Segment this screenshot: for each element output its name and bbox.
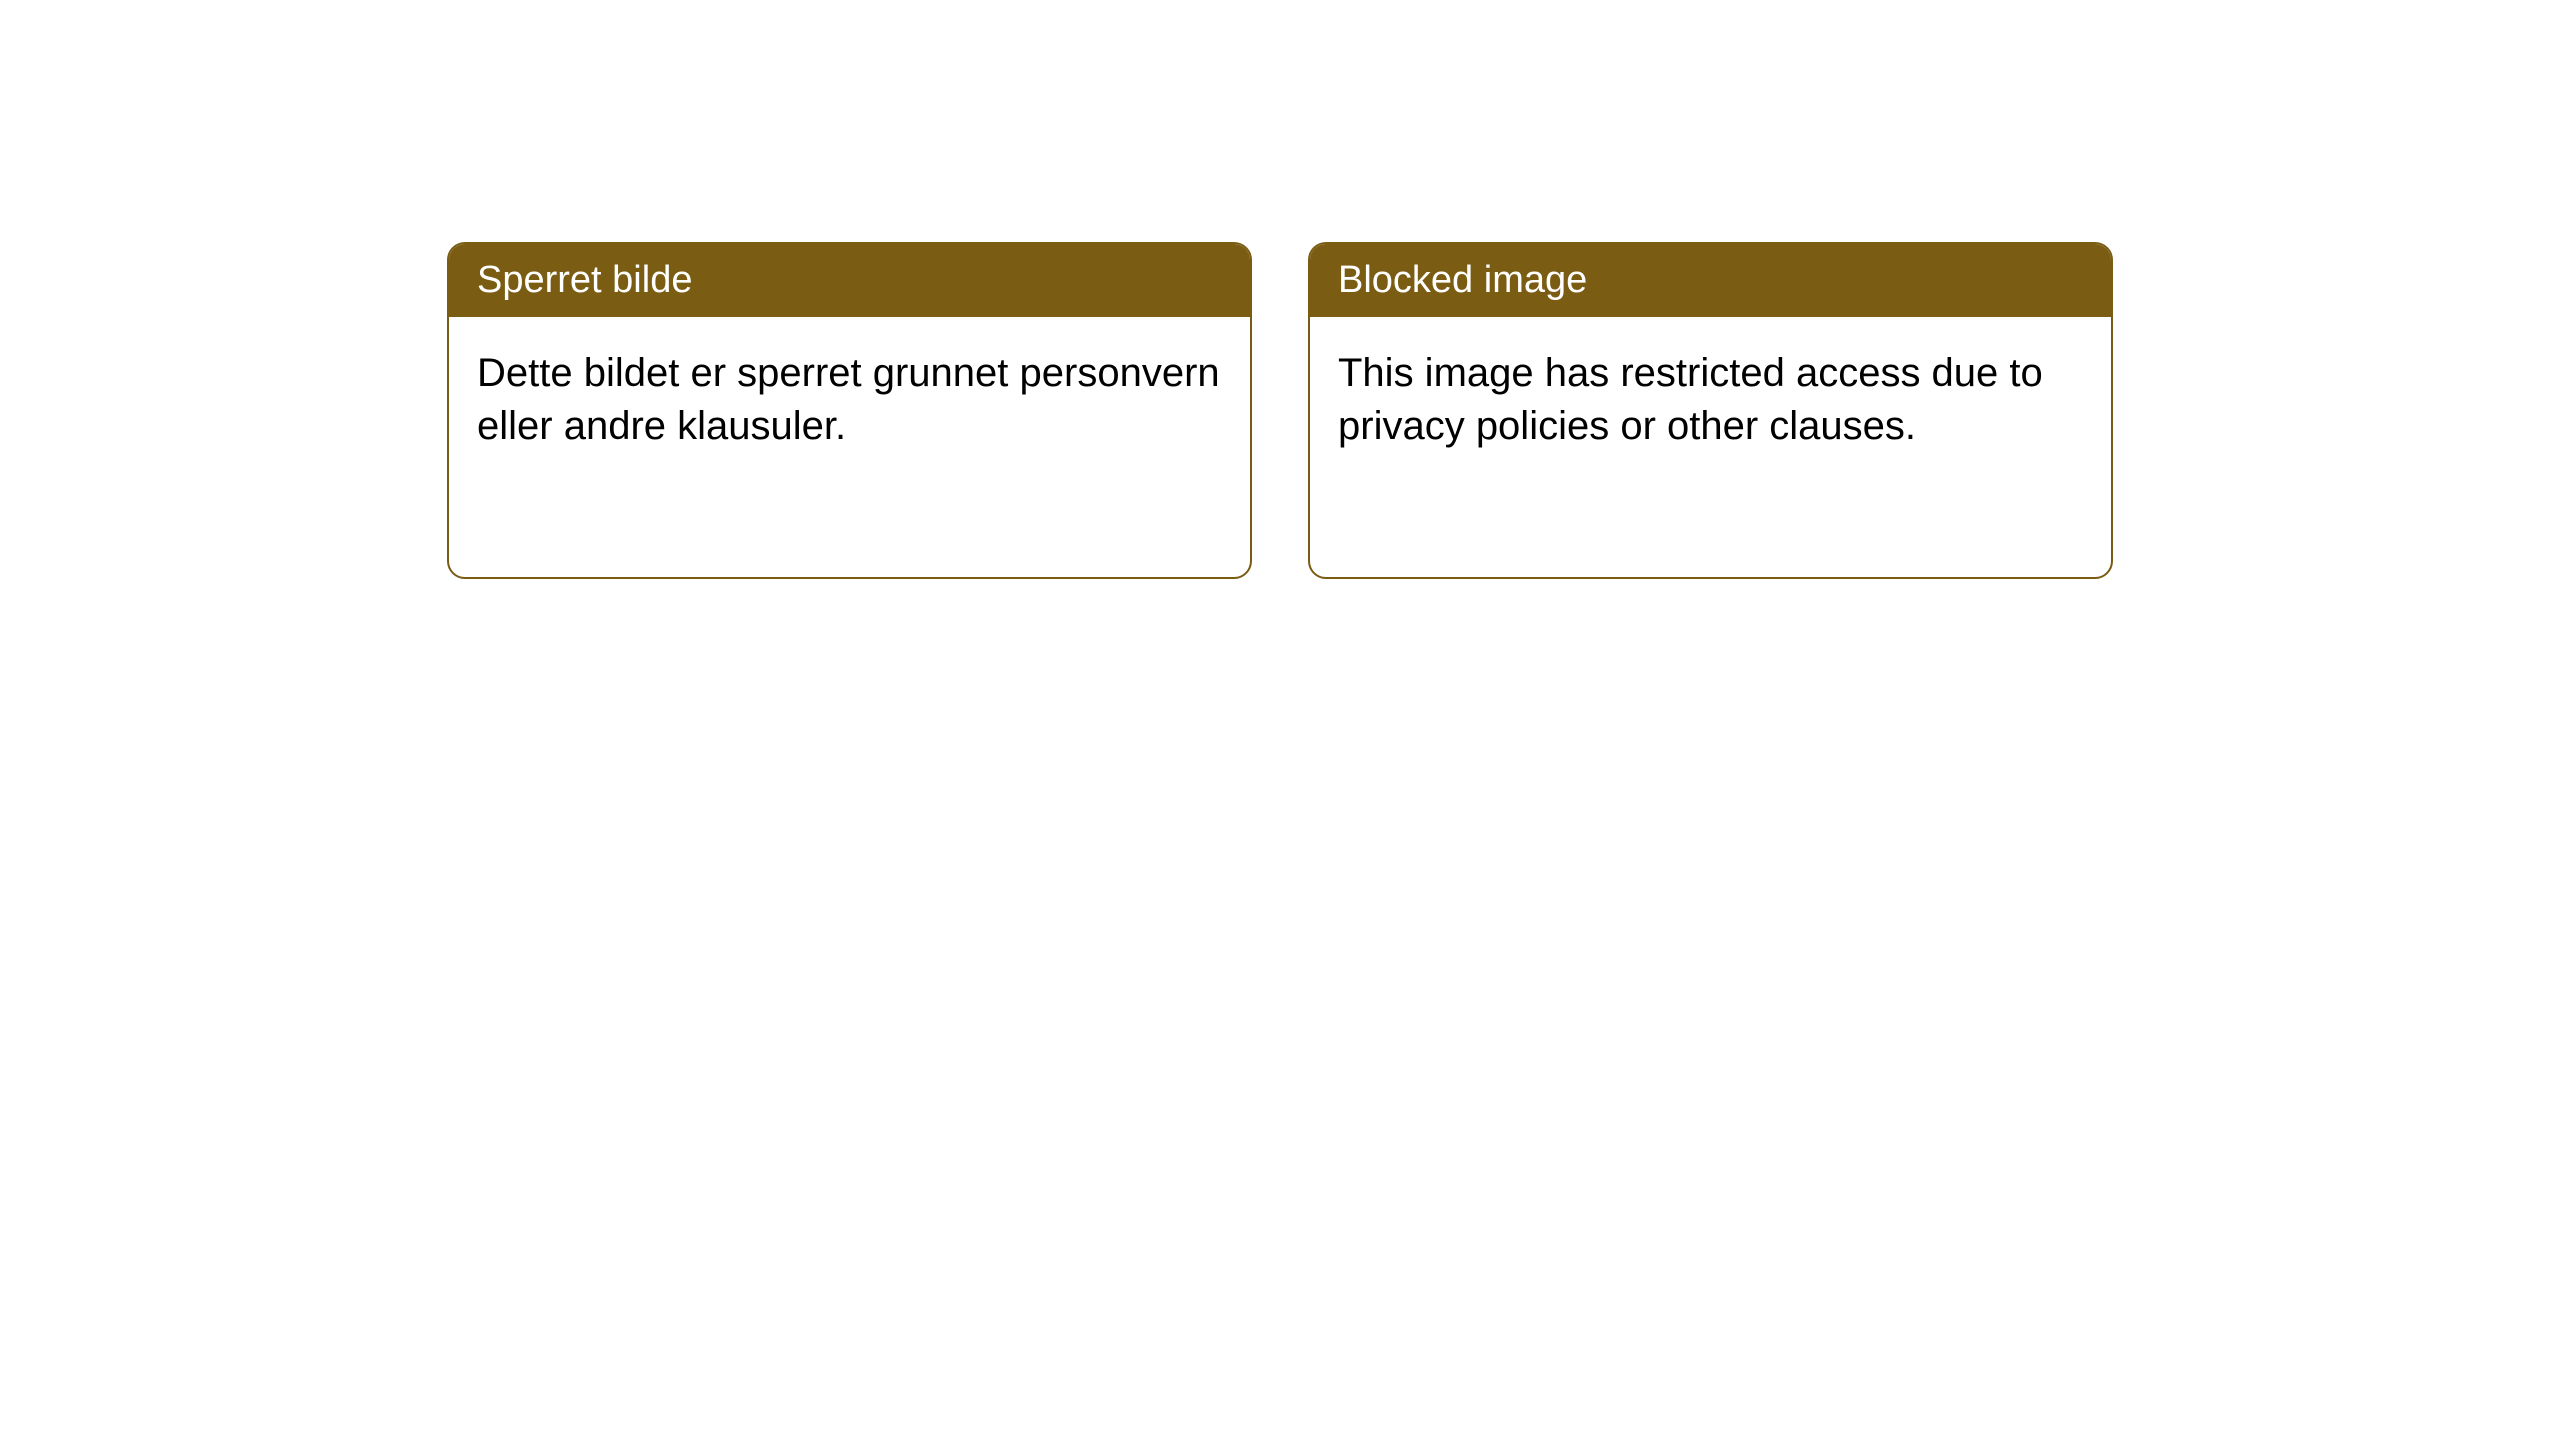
notice-card-english: Blocked image This image has restricted …	[1308, 242, 2113, 579]
notice-title: Blocked image	[1310, 244, 2111, 317]
notice-body: This image has restricted access due to …	[1310, 317, 2111, 483]
notice-body: Dette bildet er sperret grunnet personve…	[449, 317, 1250, 483]
notice-title: Sperret bilde	[449, 244, 1250, 317]
blocked-image-notices: Sperret bilde Dette bildet er sperret gr…	[447, 242, 2113, 579]
notice-card-norwegian: Sperret bilde Dette bildet er sperret gr…	[447, 242, 1252, 579]
